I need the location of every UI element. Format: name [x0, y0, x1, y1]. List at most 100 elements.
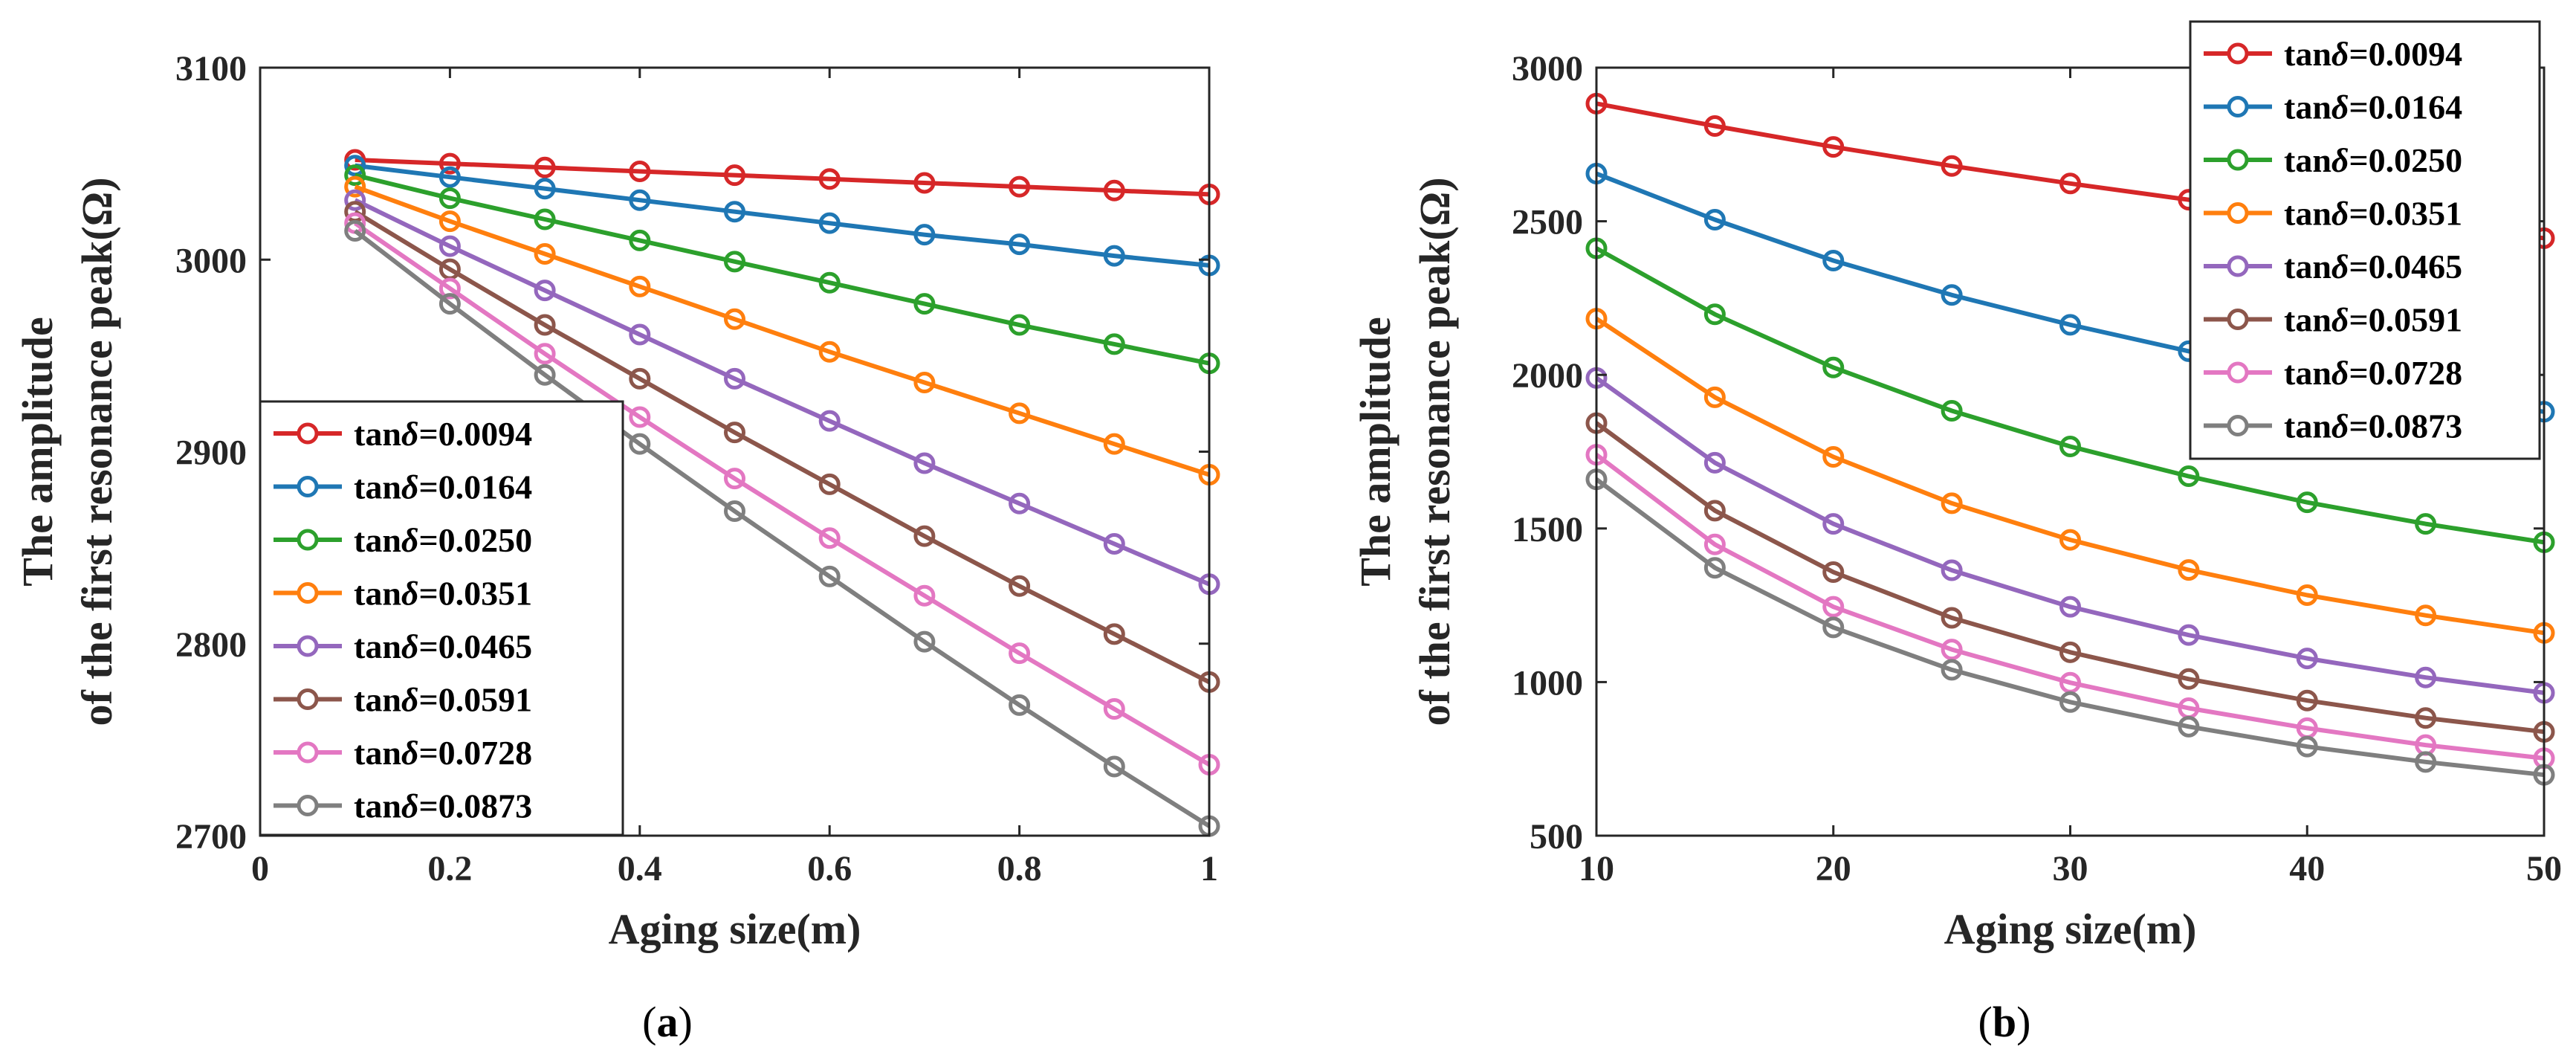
data-point [1703, 451, 1726, 474]
legend-swatch-marker [297, 741, 319, 764]
series-tanδ=0.0873 [344, 220, 1220, 837]
legend-entry: tanδ=0.0873 [2204, 407, 2462, 445]
x-tick-label: 20 [1816, 849, 1851, 888]
data-point [913, 452, 936, 474]
legend: tanδ=0.0094 tanδ=0.0164 tanδ=0.0250 tanδ=0.… [259, 400, 624, 836]
legend-label: tanδ=0.0094 [2284, 35, 2462, 73]
data-point [2296, 689, 2318, 712]
data-point [534, 156, 556, 178]
data-point [724, 251, 745, 273]
data-point [818, 168, 841, 190]
data-point [818, 341, 841, 363]
y-tick-label: 2500 [1512, 203, 1583, 242]
legend-swatch-marker [297, 529, 319, 551]
legend-entry: tanδ=0.0094 [274, 415, 532, 453]
data-point [1941, 607, 1963, 629]
data-point [724, 201, 745, 223]
data-point [438, 235, 461, 257]
legend-entry: tanδ=0.0094 [2204, 35, 2462, 73]
data-point [818, 565, 841, 587]
data-point [2296, 584, 2318, 606]
legend-label: tanδ=0.0873 [354, 787, 532, 825]
legend-entry: tanδ=0.0465 [274, 627, 532, 665]
data-point [818, 410, 841, 432]
data-point [2059, 314, 2081, 336]
legend-swatch-marker [2227, 415, 2249, 436]
x-tick-label: 0.6 [807, 849, 852, 888]
data-point [1103, 532, 1125, 555]
data-point [438, 166, 461, 188]
data-point [629, 229, 651, 251]
data-point [1009, 402, 1031, 425]
legend-label: tanδ=0.0164 [2284, 88, 2462, 126]
data-point [1703, 386, 1726, 408]
series-line [355, 158, 1210, 197]
legend-entry: tanδ=0.0351 [2204, 195, 2462, 233]
x-tick-label: 1 [1200, 849, 1218, 888]
data-point [1822, 249, 1845, 271]
data-point [2178, 697, 2200, 720]
legend-entry: tanδ=0.0728 [274, 734, 532, 772]
chart-panel-a: 0 0.2 0.4 0.6 0.8 1 2700 2800 2900 3000 3100 Aging … [13, 49, 1220, 1046]
y-axis-label-line: The amplitude [1351, 317, 1399, 587]
legend-label: tanδ=0.0591 [2284, 301, 2462, 339]
data-point [2059, 596, 2081, 618]
data-point [534, 178, 556, 200]
legend-swatch-marker [2227, 309, 2249, 330]
data-point [1822, 616, 1845, 639]
legend-label: tanδ=0.0873 [2284, 407, 2462, 445]
chart-panel-b: 10 20 30 40 50 500 1000 1500 2000 2500 3000 Aging s… [1351, 20, 2562, 1046]
data-point [1703, 209, 1726, 231]
panel-caption: (a) [642, 998, 693, 1046]
data-point [1009, 314, 1031, 336]
data-point [1941, 492, 1963, 514]
data-point [2415, 751, 2437, 773]
data-point [534, 364, 556, 386]
series-line [354, 184, 1210, 477]
legend-label: tanδ=0.0728 [354, 734, 532, 772]
data-point [1103, 698, 1125, 720]
legend-label: tanδ=0.0591 [354, 681, 532, 719]
legend: tanδ=0.0094 tanδ=0.0164 tanδ=0.0250 tanδ=0.… [2189, 20, 2541, 460]
legend-swatch-marker [297, 635, 319, 657]
legend-entry: tanδ=0.0591 [2204, 301, 2462, 339]
data-point [724, 500, 745, 523]
legend-label: tanδ=0.0094 [354, 415, 532, 453]
legend-swatch-marker [2227, 361, 2249, 384]
data-point [2178, 465, 2200, 488]
y-tick-label: 1000 [1512, 663, 1583, 703]
data-point [438, 210, 461, 233]
data-point [1703, 533, 1726, 555]
series-tanδ=0.0351 [1585, 308, 2555, 644]
data-point [818, 212, 841, 234]
legend-label: tanδ=0.0728 [2284, 354, 2462, 392]
legend-entry: tanδ=0.0351 [274, 575, 532, 613]
data-point [1941, 659, 1963, 681]
data-point [1941, 639, 1963, 661]
data-point [2178, 668, 2200, 690]
legend-label: tanδ=0.0250 [2284, 141, 2462, 179]
data-point [1009, 694, 1031, 716]
data-point [724, 468, 745, 490]
series-tanδ=0.0873 [1585, 468, 2555, 786]
data-point [1822, 446, 1845, 468]
legend-swatch-marker [2227, 202, 2249, 224]
legend-label: tanδ=0.0465 [354, 627, 532, 665]
series-tanδ=0.0465 [344, 189, 1220, 596]
data-point [344, 220, 366, 242]
legend-swatch-marker [297, 476, 319, 497]
data-point [344, 189, 366, 211]
legend-box [259, 400, 624, 836]
data-point [1103, 179, 1125, 201]
data-point [1703, 115, 1726, 138]
data-point [818, 473, 841, 495]
data-point [2296, 735, 2318, 758]
series-line [354, 198, 1211, 587]
legend-entry: tanδ=0.0250 [2204, 141, 2462, 179]
data-point [629, 433, 651, 455]
series-tanδ=0.0591 [1585, 412, 2555, 743]
data-point [344, 164, 366, 187]
data-point [1009, 175, 1031, 198]
data-point [913, 372, 936, 394]
